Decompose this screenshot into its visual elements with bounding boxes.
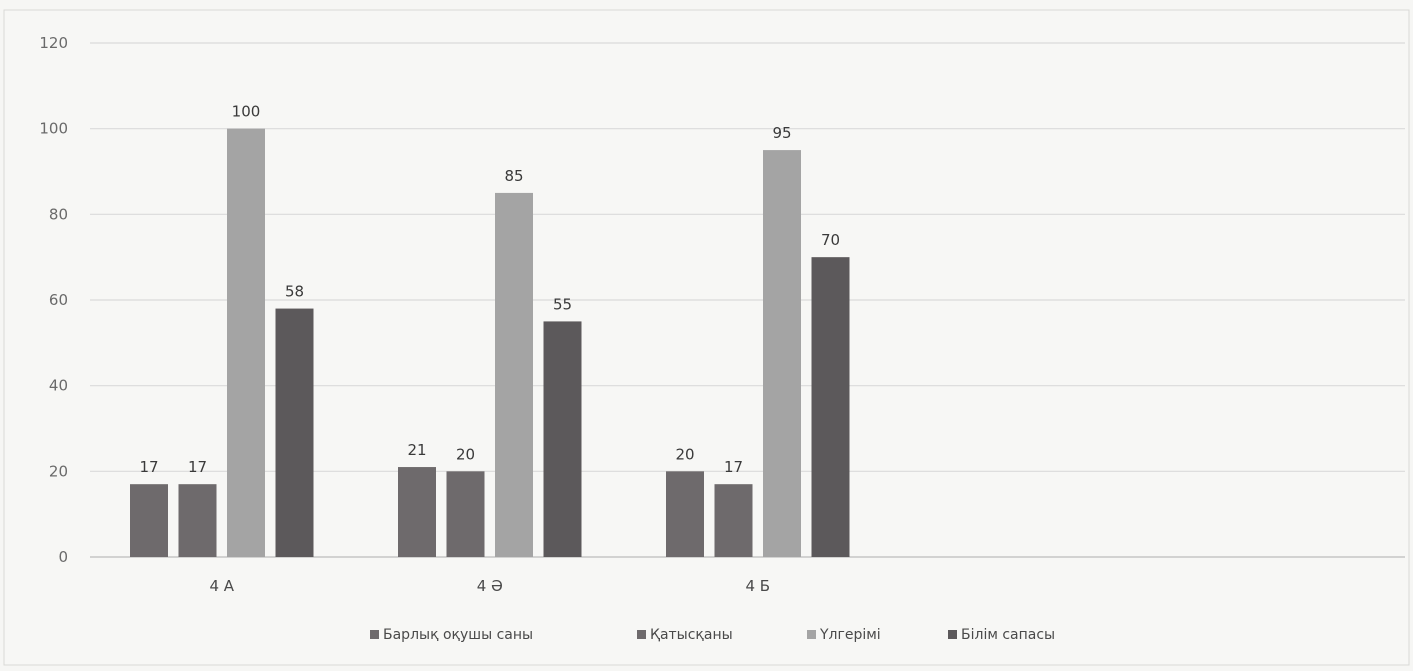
- bar: [130, 484, 168, 557]
- y-tick-label: 60: [49, 291, 68, 309]
- data-label: 17: [188, 458, 207, 476]
- bar: [398, 467, 436, 557]
- data-label: 58: [285, 283, 304, 301]
- legend-swatch: [807, 630, 816, 639]
- data-label: 100: [232, 103, 261, 121]
- y-tick-label: 0: [58, 548, 68, 566]
- chart-area: [3, 9, 1410, 666]
- legend-swatch: [948, 630, 957, 639]
- x-category-label: 4 Б: [745, 577, 770, 595]
- y-tick-label: 40: [49, 377, 68, 395]
- bar: [714, 484, 753, 557]
- bar: [227, 128, 265, 557]
- y-tick-label: 20: [49, 462, 68, 480]
- y-tick-label: 80: [49, 205, 68, 223]
- legend-label: Қатысқаны: [650, 627, 733, 643]
- legend-label: Үлгерімі: [819, 627, 881, 643]
- bar: [666, 471, 704, 557]
- legend: Барлық оқушы саны Қатысқаны Үлгерімі Білім …: [370, 627, 1055, 643]
- legend-swatch: [637, 630, 646, 639]
- x-category-label: 4 A: [209, 577, 234, 595]
- bar: [275, 308, 314, 557]
- data-label: 55: [553, 295, 572, 313]
- x-category-label: 4 Ә: [477, 577, 503, 595]
- legend-swatch: [370, 630, 379, 639]
- bar: [811, 257, 850, 557]
- data-label: 21: [407, 441, 426, 459]
- bar: [446, 471, 485, 557]
- data-label: 95: [772, 124, 791, 142]
- y-axis-tick-labels: 0 20 40 60 80 100 120: [39, 34, 68, 566]
- data-label: 20: [456, 445, 475, 463]
- bar: [495, 192, 533, 557]
- y-tick-label: 100: [39, 120, 68, 138]
- data-labels: 17 17 100 58 21 20 85 55 20 17 95 70: [139, 103, 840, 477]
- y-tick-label: 120: [39, 34, 68, 52]
- bar: [543, 321, 582, 557]
- data-label: 17: [724, 458, 743, 476]
- bar: [763, 150, 801, 558]
- legend-label: Білім сапасы: [961, 627, 1055, 643]
- bar: [178, 484, 217, 557]
- x-axis-category-labels: 4 A 4 Ә 4 Б: [209, 577, 770, 595]
- bars: [130, 128, 850, 558]
- legend-label: Барлық оқушы саны: [383, 627, 533, 643]
- data-label: 70: [821, 231, 840, 249]
- data-label: 17: [139, 458, 158, 476]
- data-label: 20: [675, 445, 694, 463]
- data-label: 85: [504, 167, 523, 185]
